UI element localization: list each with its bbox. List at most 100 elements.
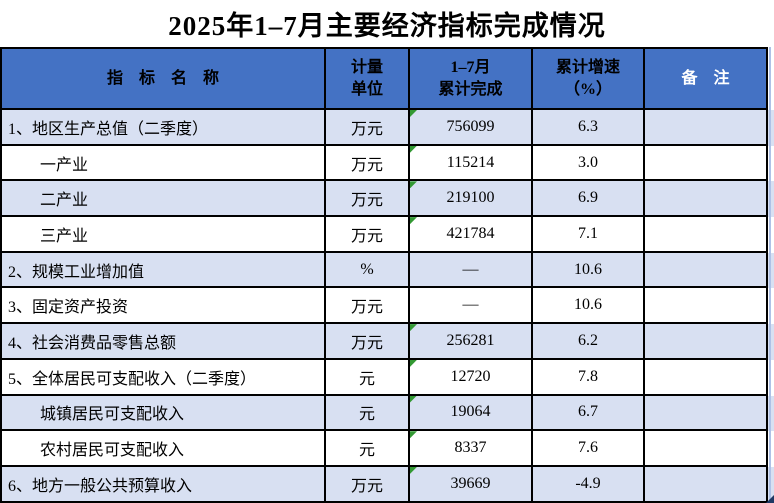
number-stored-as-text-flag-icon xyxy=(410,145,417,153)
table-row: 三产业 万元 421784 7.1 xyxy=(0,217,774,253)
table-row: 农村居民可支配收入 元 8337 7.6 xyxy=(0,431,774,467)
header-indicator-name[interactable]: 指 标 名 称 xyxy=(0,47,326,110)
indicator-name-cell[interactable]: 5、全体居民可支配收入（二季度） xyxy=(0,359,326,396)
indicator-name-cell[interactable]: 农村居民可支配收入 xyxy=(0,431,326,467)
header-unit-line1: 计量 xyxy=(350,58,383,76)
header-growth-rate[interactable]: 累计增速 （%） xyxy=(533,47,645,110)
table-row: 二产业 万元 219100 6.9 xyxy=(0,181,774,218)
note-cell[interactable] xyxy=(645,110,768,146)
unit-cell[interactable]: 元 xyxy=(326,359,410,396)
header-note[interactable]: 备 注 xyxy=(645,47,768,110)
cumulative-value-cell[interactable]: 421784 xyxy=(410,217,533,253)
unit-cell[interactable]: 万元 xyxy=(326,217,410,253)
number-stored-as-text-flag-icon xyxy=(410,181,417,189)
table-row: 5、全体居民可支配收入（二季度） 元 12720 7.8 xyxy=(0,359,774,396)
indicator-name-cell[interactable]: 三产业 xyxy=(0,217,326,253)
note-cell[interactable] xyxy=(645,217,768,253)
header-unit-line2: 单位 xyxy=(350,80,383,98)
cumulative-value-cell[interactable]: 19064 xyxy=(410,395,533,432)
header-filler xyxy=(768,47,774,110)
indicators-table-body: 1、地区生产总值（二季度） 万元 756099 6.3 一产业 万元 11521… xyxy=(0,110,774,503)
cumulative-value-cell[interactable]: — xyxy=(410,252,533,289)
unit-cell[interactable]: % xyxy=(326,252,410,289)
table-header-row: 指 标 名 称 计量 单位 1–7月 累计完成 累计增速 （%） 备 注 xyxy=(0,47,774,110)
number-stored-as-text-flag-icon xyxy=(410,431,417,439)
number-stored-as-text-flag-icon xyxy=(410,359,417,367)
number-stored-as-text-flag-icon xyxy=(410,324,417,332)
header-cumulative-line1: 1–7月 xyxy=(450,58,491,76)
indicator-name-cell[interactable]: 一产业 xyxy=(0,145,326,182)
number-stored-as-text-flag-icon xyxy=(410,110,417,117)
table-row: 2、规模工业增加值 % — 10.6 xyxy=(0,252,774,289)
cumulative-value-cell[interactable]: 12720 xyxy=(410,359,533,396)
row-filler xyxy=(768,395,774,432)
growth-rate-cell[interactable]: 3.0 xyxy=(533,145,645,182)
note-cell[interactable] xyxy=(645,466,768,503)
row-filler xyxy=(768,359,774,396)
unit-cell[interactable]: 元 xyxy=(326,395,410,432)
growth-rate-cell[interactable]: 10.6 xyxy=(533,288,645,325)
header-growth-line1: 累计增速 xyxy=(555,58,620,76)
growth-rate-cell[interactable]: 6.2 xyxy=(533,324,645,360)
cumulative-value-cell[interactable]: 39669 xyxy=(410,466,533,503)
growth-rate-cell[interactable]: 6.7 xyxy=(533,395,645,432)
indicator-name-cell[interactable]: 6、地方一般公共预算收入 xyxy=(0,466,326,503)
indicator-name-cell[interactable]: 二产业 xyxy=(0,181,326,218)
header-cumulative-value[interactable]: 1–7月 累计完成 xyxy=(410,47,533,110)
growth-rate-cell[interactable]: 7.6 xyxy=(533,431,645,467)
row-filler xyxy=(768,466,774,503)
growth-rate-cell[interactable]: 6.9 xyxy=(533,181,645,218)
row-filler xyxy=(768,217,774,253)
number-stored-as-text-flag-icon xyxy=(410,395,417,403)
note-cell[interactable] xyxy=(645,252,768,289)
growth-rate-cell[interactable]: 6.3 xyxy=(533,110,645,146)
sheet-gridline xyxy=(769,47,771,503)
page-title: 2025年1–7月主要经济指标完成情况 xyxy=(168,11,606,41)
unit-cell[interactable]: 万元 xyxy=(326,324,410,360)
table-row: 6、地方一般公共预算收入 万元 39669 -4.9 xyxy=(0,466,774,503)
indicator-name-cell[interactable]: 1、地区生产总值（二季度） xyxy=(0,110,326,146)
row-filler xyxy=(768,145,774,182)
table-row: 1、地区生产总值（二季度） 万元 756099 6.3 xyxy=(0,110,774,146)
row-filler xyxy=(768,431,774,467)
header-cumulative-line2: 累计完成 xyxy=(438,80,503,98)
row-filler xyxy=(768,181,774,218)
table-row: 4、社会消费品零售总额 万元 256281 6.2 xyxy=(0,324,774,360)
table-row: 3、固定资产投资 万元 — 10.6 xyxy=(0,288,774,325)
row-filler xyxy=(768,252,774,289)
row-filler xyxy=(768,324,774,360)
indicator-name-cell[interactable]: 3、固定资产投资 xyxy=(0,288,326,325)
note-cell[interactable] xyxy=(645,359,768,396)
cumulative-value-cell[interactable]: 256281 xyxy=(410,324,533,360)
selection-fill-handle-icon[interactable] xyxy=(766,495,774,503)
unit-cell[interactable]: 万元 xyxy=(326,288,410,325)
note-cell[interactable] xyxy=(645,395,768,432)
indicator-name-cell[interactable]: 城镇居民可支配收入 xyxy=(0,395,326,432)
row-filler xyxy=(768,110,774,146)
table-row: 一产业 万元 115214 3.0 xyxy=(0,145,774,182)
note-cell[interactable] xyxy=(645,431,768,467)
unit-cell[interactable]: 元 xyxy=(326,431,410,467)
growth-rate-cell[interactable]: 7.8 xyxy=(533,359,645,396)
note-cell[interactable] xyxy=(645,181,768,218)
note-cell[interactable] xyxy=(645,288,768,325)
growth-rate-cell[interactable]: -4.9 xyxy=(533,466,645,503)
cumulative-value-cell[interactable]: 115214 xyxy=(410,145,533,182)
unit-cell[interactable]: 万元 xyxy=(326,110,410,146)
cumulative-value-cell[interactable]: 8337 xyxy=(410,431,533,467)
unit-cell[interactable]: 万元 xyxy=(326,145,410,182)
row-filler xyxy=(768,288,774,325)
cumulative-value-cell[interactable]: 756099 xyxy=(410,110,533,146)
growth-rate-cell[interactable]: 10.6 xyxy=(533,252,645,289)
note-cell[interactable] xyxy=(645,145,768,182)
cumulative-value-cell[interactable]: 219100 xyxy=(410,181,533,218)
cumulative-value-cell[interactable]: — xyxy=(410,288,533,325)
indicator-name-cell[interactable]: 4、社会消费品零售总额 xyxy=(0,324,326,360)
note-cell[interactable] xyxy=(645,324,768,360)
header-unit[interactable]: 计量 单位 xyxy=(326,47,410,110)
unit-cell[interactable]: 万元 xyxy=(326,466,410,503)
growth-rate-cell[interactable]: 7.1 xyxy=(533,217,645,253)
indicator-name-cell[interactable]: 2、规模工业增加值 xyxy=(0,252,326,289)
unit-cell[interactable]: 万元 xyxy=(326,181,410,218)
